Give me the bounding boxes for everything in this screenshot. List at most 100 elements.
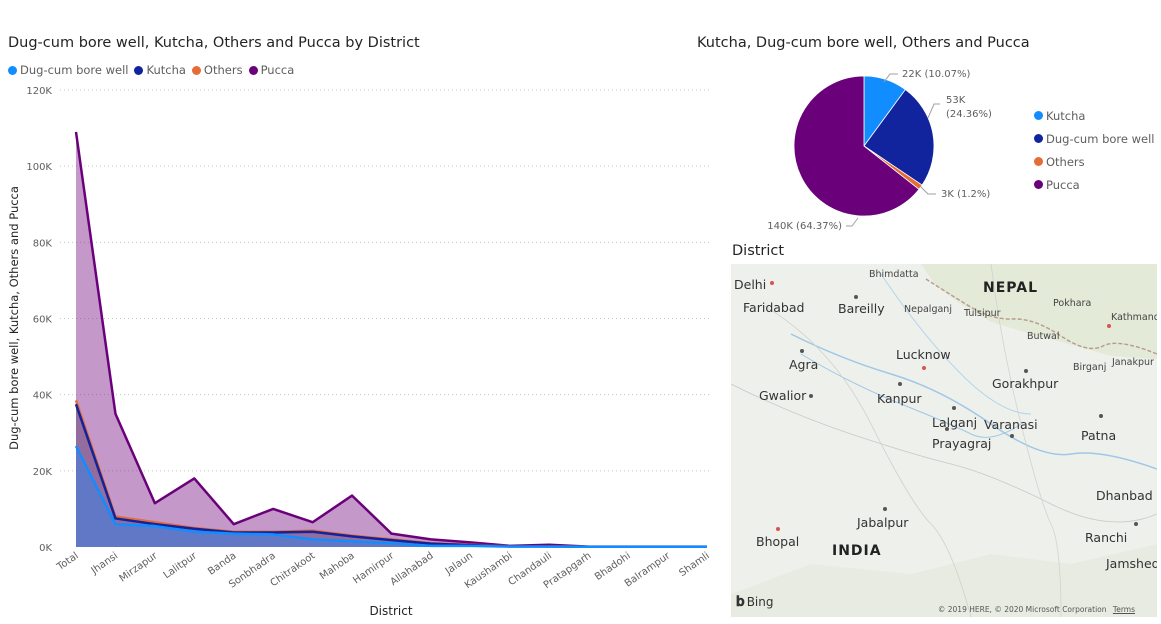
legend-item-dug-cum-bore-well[interactable]: Dug-cum bore well — [8, 63, 128, 77]
leader-line — [919, 185, 936, 195]
map-attribution: © 2019 HERE, © 2020 Microsoft Corporatio… — [938, 605, 1135, 614]
series-line-dug-cum-bore-well[interactable] — [74, 445, 707, 549]
city-marker — [898, 382, 902, 386]
city-marker — [809, 394, 813, 398]
pie-chart-legend: Kutcha Dug-cum bore well Others Pucca — [1034, 104, 1154, 196]
map-label-tulsipur: Tulsipur — [964, 308, 1001, 319]
pie-label-kutcha: 22K (10.07%) — [902, 69, 970, 80]
city-marker — [1107, 324, 1111, 328]
x-tick-label: Balrampur — [623, 550, 673, 590]
area-fill-dug-cum-bore-well[interactable] — [76, 446, 707, 547]
map-label-kanpur: Kanpur — [877, 391, 922, 406]
legend-dot-icon — [134, 65, 144, 75]
city-marker — [1134, 522, 1138, 526]
leader-line — [846, 217, 859, 227]
map-label-nepal: NEPAL — [983, 280, 1039, 296]
map-label-ranchi: Ranchi — [1085, 530, 1128, 545]
legend-item-others[interactable]: Others — [191, 63, 243, 77]
bing-icon: 𝐛 — [736, 594, 745, 610]
x-axis-title: District — [369, 604, 412, 618]
leader-line — [927, 103, 940, 119]
city-marker — [770, 281, 774, 285]
series-line-kutcha[interactable] — [74, 403, 707, 549]
x-tick-label: Jhansi — [89, 550, 120, 577]
pie-slice-pucca[interactable] — [793, 75, 920, 217]
area-chart[interactable]: 0K 20K 40K 60K 80K 100K 120K Total JhansiMirzap… — [0, 80, 715, 624]
map-label-lucknow: Lucknow — [896, 347, 951, 362]
legend-label: Others — [203, 63, 243, 77]
pie-label-others: 3K (1.2%) — [941, 189, 990, 200]
legend-item-pucca[interactable]: Pucca — [248, 63, 295, 77]
x-tick-label: Allahabad — [389, 550, 436, 588]
map-label-nepalganj: Nepalganj — [904, 304, 952, 315]
y-axis-title: Dug-cum bore well, Kutcha, Others and Pu… — [7, 186, 21, 450]
y-tick-label: 80K — [33, 238, 53, 249]
pie-label-dug-cum-line1: 53K — [946, 95, 966, 106]
map-label-prayagraj: Prayagraj — [932, 436, 992, 451]
legend-dot-icon — [1034, 111, 1043, 120]
map-background — [731, 264, 1157, 617]
legend-dot-icon — [1034, 157, 1043, 166]
legend-dot-icon — [1034, 134, 1043, 143]
legend-item-kutcha[interactable]: Kutcha — [134, 63, 186, 77]
pie-chart[interactable]: 22K (10.07%) 53K (24.36%) 3K (1.2%) 140K… — [760, 60, 1025, 240]
city-marker — [883, 507, 887, 511]
legend-dot-icon — [8, 65, 17, 75]
area-chart-legend: Dug-cum bore well Kutcha Others Pucca — [8, 63, 294, 77]
city-marker — [854, 295, 858, 299]
map-label-jamshed: Jamshed — [1106, 556, 1157, 571]
map-label-janakpur: Janakpur — [1112, 357, 1154, 368]
map-label-agra: Agra — [789, 357, 819, 372]
map-label-bhimdatta: Bhimdatta — [869, 269, 919, 280]
city-marker — [1099, 414, 1103, 418]
bing-text: Bing — [746, 595, 774, 609]
city-marker — [945, 427, 949, 431]
series-line-pucca[interactable] — [74, 131, 707, 548]
x-tick-label: Shamli — [677, 550, 711, 579]
map-label-dhanbad: Dhanbad — [1096, 488, 1153, 503]
city-marker — [800, 349, 804, 353]
map-label-lalganj: Lalganj — [932, 415, 978, 430]
legend-item-pucca[interactable]: Pucca — [1034, 173, 1154, 196]
bing-logo: 𝐛 Bing — [736, 594, 774, 610]
legend-label: Others — [1046, 154, 1085, 169]
pie-label-dug-cum-line2: (24.36%) — [946, 109, 992, 120]
map-label-jabalpur: Jabalpur — [857, 515, 909, 530]
legend-dot-icon — [248, 65, 258, 75]
area-chart-title: Dug-cum bore well, Kutcha, Others and Pu… — [8, 35, 420, 51]
map-label-india: INDIA — [832, 543, 882, 559]
legend-item-kutcha[interactable]: Kutcha — [1034, 104, 1154, 127]
city-marker — [922, 366, 926, 370]
y-tick-label: 120K — [26, 86, 52, 97]
area-fill-kutcha[interactable] — [76, 404, 707, 547]
map-label-delhi: Delhi — [734, 277, 767, 292]
area-fill-pucca[interactable] — [76, 131, 707, 547]
map-label-bhopal: Bhopal — [756, 534, 800, 549]
legend-label: Pucca — [260, 63, 295, 77]
legend-dot-icon — [1034, 180, 1043, 189]
legend-item-others[interactable]: Others — [1034, 150, 1154, 173]
x-tick-label: Banda — [206, 550, 238, 577]
map-label-faridabad: Faridabad — [743, 300, 805, 315]
x-tick-label: Lalitpur — [162, 550, 200, 581]
legend-label: Dug-cum bore well — [1046, 131, 1155, 146]
city-marker — [1024, 369, 1028, 373]
x-tick-label: Total — [54, 550, 80, 573]
legend-item-dug-cum-bore-well[interactable]: Dug-cum bore well — [1034, 127, 1154, 150]
map-label-butwal: Butwal — [1027, 331, 1060, 342]
terms-link[interactable]: Terms — [1112, 605, 1135, 614]
area-fill-others[interactable] — [76, 400, 707, 547]
pie-slice-dug-cum-bore-well[interactable] — [863, 88, 935, 186]
map-label-bareilly: Bareilly — [838, 301, 885, 316]
legend-dot-icon — [191, 65, 201, 75]
district-map[interactable]: Delhi Faridabad Bhimdatta Bareilly NEPAL… — [731, 264, 1157, 617]
map-label-birganj: Birganj — [1073, 362, 1107, 373]
city-marker — [776, 527, 780, 531]
city-marker — [952, 406, 956, 410]
legend-label: Dug-cum bore well — [20, 63, 129, 77]
y-tick-label: 20K — [33, 467, 53, 478]
map-label-patna: Patna — [1081, 428, 1117, 443]
map-label-kathmandu: Kathmand — [1111, 312, 1157, 323]
x-tick-label: Jalaun — [443, 550, 475, 577]
pie-label-pucca: 140K (64.37%) — [767, 221, 842, 232]
